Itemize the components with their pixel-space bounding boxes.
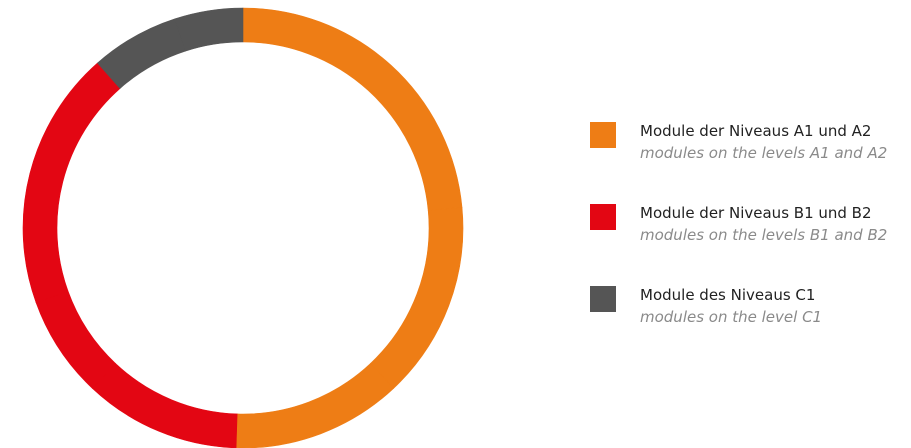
donut-slice-5 bbox=[23, 63, 120, 303]
donut-slice-1 bbox=[370, 207, 463, 388]
donut-slice-2 bbox=[236, 364, 394, 448]
legend-swatch-c1 bbox=[590, 286, 616, 312]
legend-sublabel-c1: modules on the level C1 bbox=[640, 306, 822, 328]
legend-sublabel-b1-b2: modules on the levels B1 and B2 bbox=[640, 224, 887, 246]
donut-slice-6 bbox=[98, 19, 186, 89]
donut-chart bbox=[0, 0, 490, 448]
legend-swatch-b1-b2 bbox=[590, 204, 616, 230]
donut-slice-0 bbox=[243, 8, 462, 210]
donut-slice-4 bbox=[36, 291, 116, 388]
legend-sublabel-a1-a2: modules on the levels A1 and A2 bbox=[640, 142, 887, 164]
donut-slice-7 bbox=[175, 8, 243, 51]
legend-label-c1: Module des Niveaus C1 bbox=[640, 284, 822, 306]
legend-swatch-a1-a2 bbox=[590, 122, 616, 148]
legend-label-a1-a2: Module der Niveaus A1 und A2 bbox=[640, 120, 887, 142]
legend-label-b1-b2: Module der Niveaus B1 und B2 bbox=[640, 202, 887, 224]
donut-slice-3 bbox=[92, 364, 237, 448]
